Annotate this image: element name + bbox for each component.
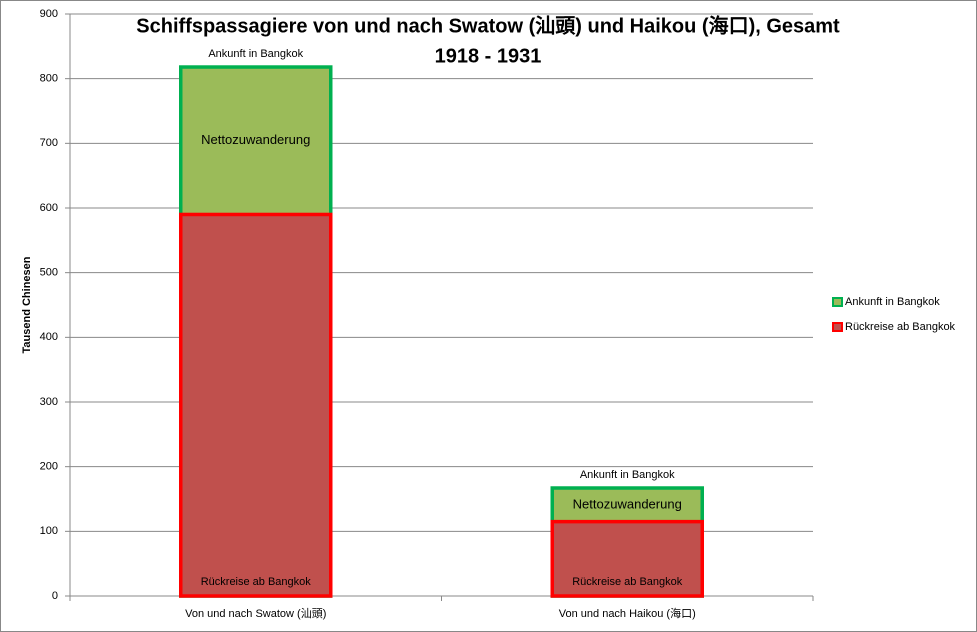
annotation: Nettozuwanderung (201, 132, 310, 147)
legend-label: Ankunft in Bangkok (845, 296, 940, 308)
y-tick-label: 900 (40, 8, 58, 20)
y-tick-label: 500 (40, 267, 58, 279)
y-tick-label: 100 (40, 525, 58, 537)
bar (550, 519, 704, 598)
legend-swatch (832, 297, 843, 307)
y-tick-label: 300 (40, 396, 58, 408)
x-tick-label: Von und nach Haikou (海口) (559, 606, 696, 620)
legend-label: Rückreise ab Bangkok (845, 321, 956, 333)
y-tick-label: 200 (40, 461, 58, 473)
bar (179, 212, 333, 598)
x-tick-label: Von und nach Swatow (汕頭) (185, 607, 326, 620)
y-axis-label: Tausend Chinesen (21, 256, 33, 353)
y-tick-label: 0 (52, 590, 58, 602)
y-tick-label: 800 (40, 73, 58, 85)
chart-title: 1918 - 1931 (435, 45, 542, 67)
data-label: Rückreise ab Bangkok (201, 576, 312, 588)
data-label: Rückreise ab Bangkok (572, 576, 683, 588)
annotation: Nettozuwanderung (573, 496, 682, 511)
chart-title: Schiffspassagiere von und nach Swatow (汕… (136, 13, 840, 37)
y-tick-label: 600 (40, 202, 58, 214)
data-label: Ankunft in Bangkok (208, 48, 303, 60)
y-tick-label: 700 (40, 137, 58, 149)
legend-swatch (832, 322, 843, 332)
y-tick-label: 400 (40, 331, 58, 343)
data-label: Ankunft in Bangkok (580, 469, 675, 481)
